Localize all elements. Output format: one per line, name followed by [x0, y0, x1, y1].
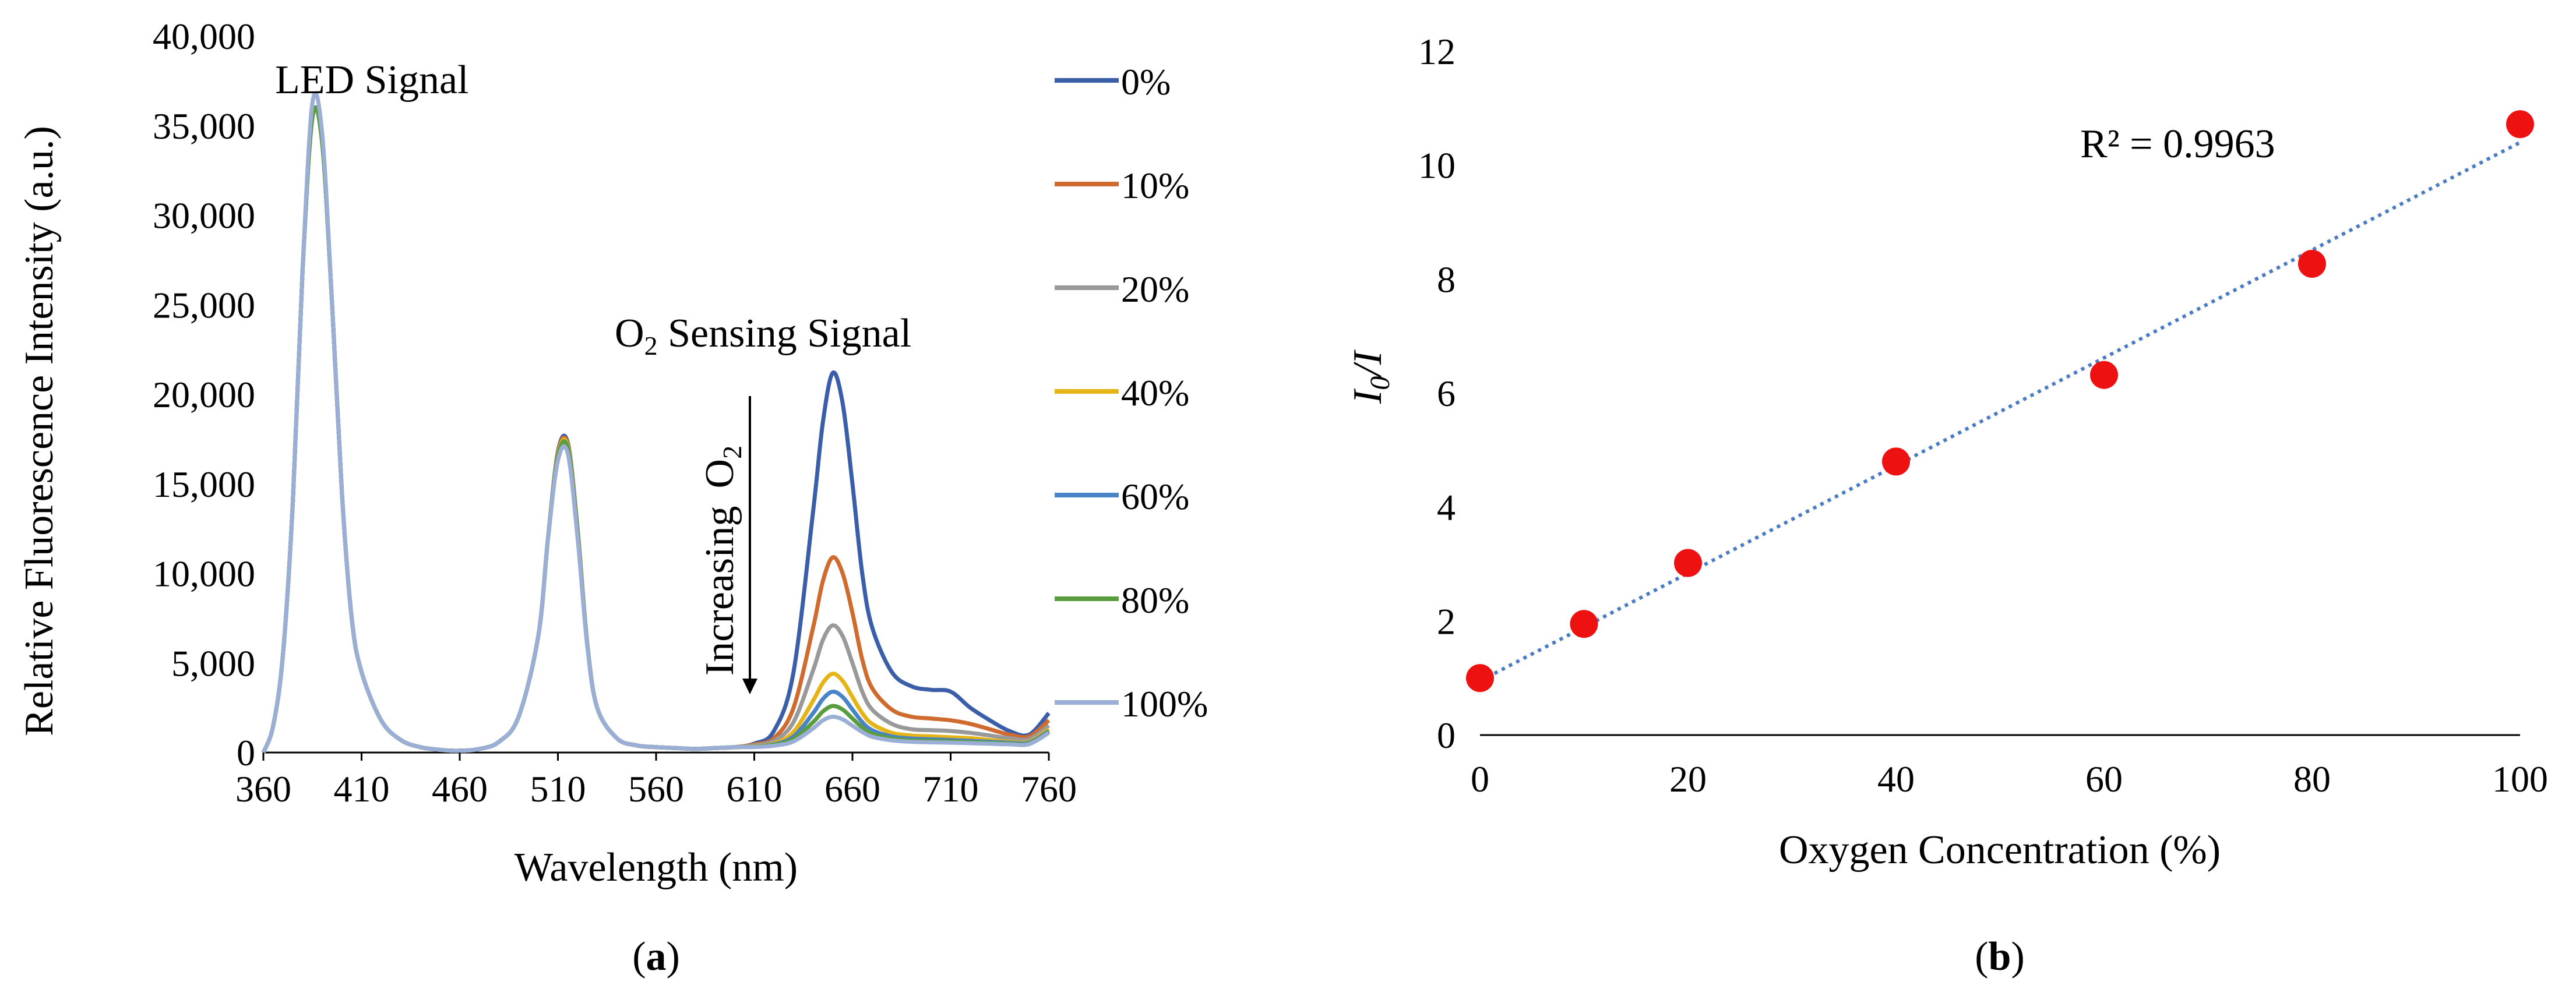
series-line-10pct — [261, 105, 1051, 754]
legend-label: 60% — [1121, 476, 1189, 517]
panel-a-x-ticks: 360 410 460 510 560 610 660 710 760 — [235, 753, 1077, 810]
panel-b-y-ticks: 0 2 4 6 8 10 12 — [1418, 31, 1456, 756]
panel-a-y-ticks: 0 5,000 10,000 15,000 20,000 25,000 30,000 35,0… — [153, 16, 255, 773]
legend-label: 40% — [1121, 372, 1189, 414]
svg-text:IncreasingO2: IncreasingO2 — [697, 446, 747, 676]
y-tick-label: 20,000 — [153, 374, 255, 415]
x-tick-label: 20 — [1669, 758, 1707, 800]
x-tick-label: 60 — [2085, 758, 2123, 800]
y-tick-label: 0 — [1437, 715, 1456, 756]
legend-label: 20% — [1121, 269, 1189, 310]
x-tick-label: 360 — [235, 768, 291, 810]
legend-label: 10% — [1121, 165, 1189, 206]
y-tick-label: 8 — [1437, 259, 1456, 300]
increasing-o2-annotation: IncreasingO2 — [697, 446, 747, 676]
x-tick-label: 510 — [530, 768, 586, 810]
data-point — [1882, 447, 1910, 476]
y-tick-label: 2 — [1437, 601, 1456, 642]
legend-label: 0% — [1121, 61, 1171, 103]
panel-b-y-label: I0/I — [1345, 349, 1396, 404]
panel-b-x-ticks: 0 20 40 60 80 100 — [1471, 758, 2548, 800]
r-squared-label: R² = 0.9963 — [2080, 122, 2275, 167]
x-tick-label: 610 — [727, 768, 783, 810]
panel-a-series-lines — [261, 91, 1051, 754]
data-point — [1466, 664, 1494, 693]
panel-a-legend: 0% 10% 20% 40% 60% 80% 100% — [1055, 61, 1208, 725]
y-tick-label: 5,000 — [171, 642, 255, 684]
x-tick-label: 40 — [1877, 758, 1915, 800]
series-line-40pct — [261, 105, 1050, 754]
y-tick-label: 40,000 — [153, 16, 255, 57]
y-tick-label: 0 — [237, 732, 255, 773]
x-tick-label: 660 — [824, 768, 880, 810]
series-line-20pct — [261, 105, 1051, 754]
panel-b-chart: 0 2 4 6 8 10 12 0 20 40 60 80 100 R² = 0.9963 Oxyge… — [1345, 31, 2548, 979]
x-tick-label: 560 — [628, 768, 684, 810]
y-tick-label: 6 — [1437, 373, 1456, 414]
panel-a-chart: 0 5,000 10,000 15,000 20,000 25,000 30,000 35,0… — [17, 16, 1208, 979]
x-tick-label: 760 — [1021, 768, 1077, 810]
data-point — [1674, 549, 1702, 577]
y-tick-label: 35,000 — [153, 105, 255, 147]
panel-b-x-label: Oxygen Concentration (%) — [1779, 828, 2221, 873]
legend-label: 100% — [1121, 683, 1208, 725]
y-tick-label: 30,000 — [153, 195, 255, 236]
panel-a-x-label: Wavelength (nm) — [515, 845, 798, 890]
legend-label: 80% — [1121, 580, 1189, 621]
data-point — [2090, 361, 2118, 389]
panel-b-label: (b) — [1975, 934, 2025, 979]
led-signal-annotation: LED Signal — [275, 58, 468, 103]
data-point — [2506, 110, 2534, 139]
x-tick-label: 0 — [1471, 758, 1489, 800]
y-tick-label: 15,000 — [153, 464, 255, 505]
series-line-100pct — [261, 91, 1050, 754]
data-point — [2298, 249, 2326, 278]
y-tick-label: 10 — [1418, 145, 1456, 186]
y-tick-label: 25,000 — [153, 284, 255, 326]
series-line-0pct — [261, 105, 1051, 754]
panel-a-label: (a) — [632, 934, 680, 979]
y-tick-label: 12 — [1418, 31, 1456, 72]
o2-sensing-signal-annotation: O2 Sensing Signal — [615, 311, 911, 361]
x-tick-label: 460 — [432, 768, 488, 810]
increasing-arrow-head — [742, 679, 757, 694]
panel-a-y-label: Relative Fluorescence Intensity (a.u.) — [17, 126, 62, 736]
panel-b-data-points — [1466, 110, 2534, 693]
series-line-60pct — [261, 105, 1050, 754]
x-tick-label: 410 — [334, 768, 390, 810]
y-tick-label: 4 — [1437, 487, 1456, 528]
y-tick-label: 10,000 — [153, 553, 255, 595]
trendline — [1479, 140, 2521, 683]
series-line-80pct — [261, 105, 1050, 754]
x-tick-label: 80 — [2293, 758, 2331, 800]
x-tick-label: 710 — [923, 768, 979, 810]
data-point — [1570, 610, 1598, 638]
x-tick-label: 100 — [2492, 758, 2548, 800]
